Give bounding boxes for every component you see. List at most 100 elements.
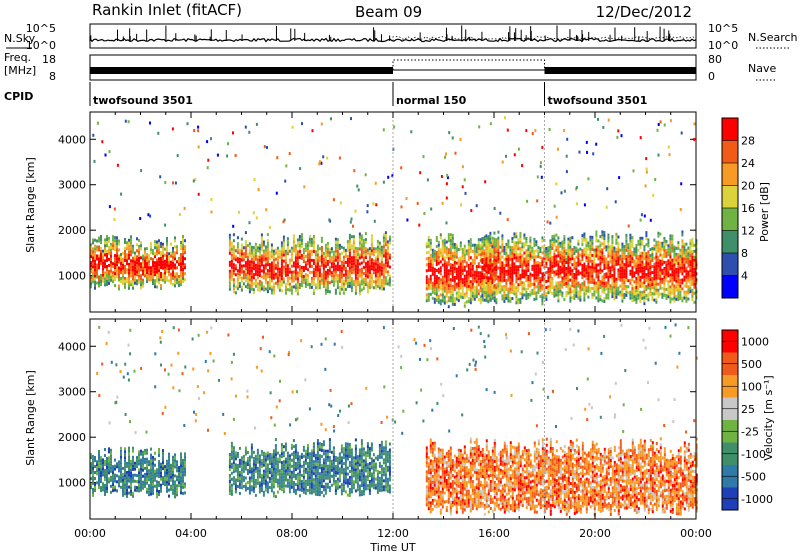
- heat-cell: [603, 300, 606, 303]
- heat-cell: [98, 480, 100, 483]
- nsky-tick-bottom: 10^0: [26, 39, 56, 52]
- heat-cell: [96, 281, 98, 285]
- heat-cell: [429, 262, 432, 266]
- heat-cell: [232, 248, 235, 252]
- heat-cell: [156, 261, 158, 265]
- heat-cell: [661, 262, 664, 266]
- heat-cell: [677, 268, 680, 272]
- heat-cell: [533, 276, 536, 280]
- heat-cell: [677, 241, 680, 245]
- heat-cell: [535, 264, 538, 268]
- heat-cell: [288, 282, 291, 286]
- heat-cell: [469, 250, 472, 254]
- heat-cell: [567, 267, 570, 271]
- heat-speckle: [645, 170, 648, 174]
- heat-cell: [479, 256, 482, 260]
- heat-cell: [278, 282, 281, 286]
- heat-speckle: [149, 214, 152, 218]
- heat-cell: [633, 292, 636, 296]
- heat-cell: [298, 238, 301, 241]
- heat-cell: [128, 446, 130, 450]
- cpid-label: CPID: [4, 90, 33, 103]
- heat-cell: [172, 267, 174, 271]
- heat-cell: [601, 284, 604, 288]
- heat-cell: [98, 254, 100, 258]
- heat-cell: [491, 278, 494, 282]
- heat-cell: [380, 281, 383, 285]
- heat-cell: [140, 467, 142, 471]
- heat-speckle: [282, 220, 285, 224]
- heat-cell: [501, 270, 504, 274]
- heat-cell: [360, 243, 363, 247]
- heat-cell: [274, 263, 277, 267]
- heat-cell: [118, 248, 120, 252]
- heat-cell: [108, 456, 110, 460]
- heat-cell: [689, 245, 692, 249]
- heat-cell: [533, 252, 536, 256]
- heat-cell: [294, 271, 297, 275]
- heat-cell: [645, 243, 648, 247]
- heat-cell: [164, 471, 166, 475]
- heat-cell: [491, 296, 494, 300]
- heat-cell: [158, 490, 160, 493]
- heat-cell: [661, 244, 664, 248]
- heat-cell: [344, 266, 347, 270]
- heat-cell: [613, 249, 616, 253]
- heat-cell: [124, 258, 126, 262]
- heat-cell: [463, 247, 466, 251]
- heat-speckle: [124, 119, 127, 123]
- heat-cell: [445, 285, 448, 289]
- heat-cell: [435, 281, 438, 284]
- heat-cell: [232, 281, 235, 285]
- heat-cell: [427, 295, 430, 299]
- heat-speckle: [649, 218, 652, 222]
- heat-cell: [435, 245, 438, 248]
- heat-cell: [519, 291, 522, 295]
- heat-cell: [106, 283, 108, 286]
- heat-speckle: [656, 128, 659, 132]
- heat-cell: [611, 283, 614, 287]
- heat-cell: [603, 255, 606, 258]
- heat-cell: [370, 261, 373, 265]
- heat-cell: [100, 462, 102, 466]
- heat-cell: [368, 274, 371, 278]
- heat-cell: [292, 270, 295, 274]
- heat-cell: [617, 286, 620, 290]
- heat-cell: [264, 254, 267, 258]
- heat-cell: [98, 483, 100, 486]
- heat-speckle: [597, 117, 599, 121]
- heat-cell: [559, 271, 562, 275]
- heat-cell: [677, 286, 680, 290]
- heat-cell: [368, 250, 371, 254]
- heat-cell: [120, 458, 122, 462]
- heat-cell: [234, 264, 237, 268]
- heat-cell: [681, 242, 684, 246]
- heat-cell: [547, 267, 550, 271]
- heat-cell: [613, 270, 616, 274]
- heat-cell: [693, 300, 696, 304]
- heat-cell: [633, 250, 636, 254]
- heat-cell: [493, 231, 496, 235]
- heat-cell: [537, 252, 540, 256]
- heat-cell: [138, 253, 140, 257]
- heat-cell: [246, 283, 249, 287]
- heat-cell: [545, 298, 548, 301]
- heat-cell: [106, 478, 108, 481]
- heat-cell: [613, 273, 616, 277]
- heat-cell: [236, 260, 239, 264]
- heat-cell: [130, 489, 132, 493]
- heat-cell: [336, 268, 339, 272]
- heat-cell: [100, 459, 102, 463]
- heat-speckle: [257, 188, 260, 191]
- heat-cell: [689, 278, 692, 282]
- heat-cell: [96, 245, 98, 249]
- heat-cell: [451, 272, 454, 276]
- heat-speckle: [617, 129, 620, 133]
- heat-cell: [459, 247, 462, 251]
- heat-cell: [352, 238, 355, 242]
- heat-cell: [549, 263, 552, 267]
- heat-cell: [491, 239, 494, 243]
- heat-cell: [376, 251, 379, 255]
- heat-cell: [507, 290, 510, 294]
- heat-speckle: [255, 122, 258, 126]
